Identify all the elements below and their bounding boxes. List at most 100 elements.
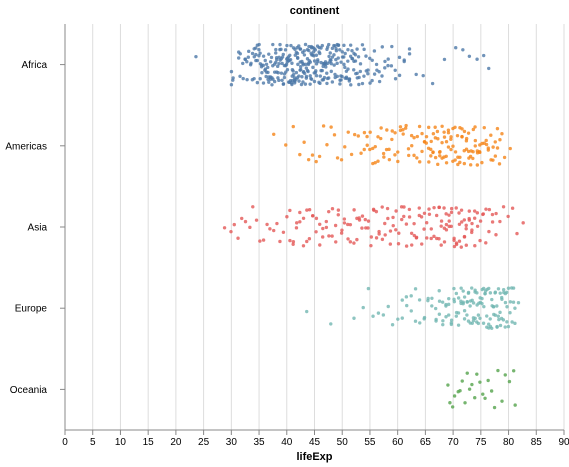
data-point xyxy=(495,126,500,131)
data-point xyxy=(312,79,317,84)
data-point xyxy=(291,72,296,77)
data-point xyxy=(243,57,247,61)
data-point xyxy=(501,318,506,322)
data-point xyxy=(298,152,302,157)
data-point xyxy=(364,54,368,58)
data-point xyxy=(332,63,336,67)
data-point xyxy=(335,156,340,160)
data-point xyxy=(417,124,422,129)
data-point xyxy=(353,53,358,57)
data-point xyxy=(284,143,288,147)
data-point xyxy=(291,242,295,246)
data-point xyxy=(486,378,490,383)
data-point xyxy=(305,239,309,244)
data-point xyxy=(299,67,303,72)
data-point xyxy=(434,213,439,218)
data-point xyxy=(459,286,463,290)
data-point xyxy=(294,70,299,75)
data-point xyxy=(248,225,252,230)
data-point xyxy=(487,207,492,212)
data-point xyxy=(407,52,412,56)
data-point xyxy=(290,82,294,87)
data-point xyxy=(329,61,333,66)
data-point xyxy=(366,219,371,223)
data-point xyxy=(280,61,284,66)
data-point xyxy=(379,126,383,130)
data-point xyxy=(329,58,333,63)
data-point xyxy=(311,65,315,70)
data-point xyxy=(348,222,353,227)
data-point xyxy=(352,316,356,320)
data-point xyxy=(494,211,498,216)
data-point xyxy=(454,46,458,50)
x-tick-label: 65 xyxy=(420,437,432,448)
data-point xyxy=(493,291,497,295)
data-point xyxy=(359,151,363,155)
data-point xyxy=(475,372,479,376)
data-point xyxy=(318,243,322,247)
data-point xyxy=(252,76,256,81)
data-point xyxy=(327,76,331,80)
data-point xyxy=(440,300,445,304)
data-point xyxy=(391,223,395,228)
data-point xyxy=(404,123,408,128)
data-point xyxy=(471,301,476,305)
data-point xyxy=(500,132,504,136)
data-point xyxy=(466,149,471,154)
data-point xyxy=(429,154,433,158)
data-point xyxy=(325,143,329,147)
data-point xyxy=(355,47,359,51)
data-point xyxy=(329,125,333,129)
data-point xyxy=(437,312,442,316)
data-point xyxy=(414,235,419,240)
data-point xyxy=(271,77,275,81)
data-point xyxy=(424,221,429,225)
data-point xyxy=(274,47,278,52)
data-point xyxy=(461,48,465,52)
data-point xyxy=(342,221,347,225)
data-point xyxy=(433,306,438,311)
data-point xyxy=(449,137,453,142)
data-point xyxy=(513,321,517,326)
data-point xyxy=(258,239,262,243)
data-point xyxy=(508,300,513,304)
data-point xyxy=(498,323,503,328)
data-point xyxy=(381,313,386,317)
data-point xyxy=(383,233,387,237)
data-point xyxy=(352,208,356,212)
data-point xyxy=(348,240,353,244)
data-point xyxy=(442,240,447,244)
data-point xyxy=(308,74,312,78)
data-point xyxy=(349,152,354,157)
data-point xyxy=(380,45,384,49)
data-point xyxy=(346,130,350,134)
data-point xyxy=(508,310,512,315)
data-point xyxy=(444,161,449,165)
data-point xyxy=(371,146,375,151)
data-point xyxy=(366,68,370,72)
data-point xyxy=(301,244,306,248)
data-point xyxy=(422,317,426,321)
data-point xyxy=(402,214,406,219)
data-point xyxy=(444,228,449,232)
data-point xyxy=(490,297,494,302)
data-point xyxy=(229,229,233,234)
data-point xyxy=(325,81,329,86)
data-point xyxy=(297,74,301,78)
data-point xyxy=(369,235,374,239)
data-point xyxy=(254,218,259,222)
data-point xyxy=(484,142,489,147)
data-point xyxy=(306,69,310,74)
data-point xyxy=(506,324,511,329)
data-point xyxy=(379,136,383,141)
data-point xyxy=(472,209,477,213)
data-point xyxy=(365,134,369,139)
data-point xyxy=(475,224,480,228)
data-point xyxy=(288,208,292,213)
data-point xyxy=(447,296,451,301)
data-point xyxy=(447,219,451,223)
x-tick-label: 25 xyxy=(198,437,210,448)
data-point xyxy=(279,47,283,52)
data-point xyxy=(433,125,437,129)
data-point xyxy=(349,83,353,87)
